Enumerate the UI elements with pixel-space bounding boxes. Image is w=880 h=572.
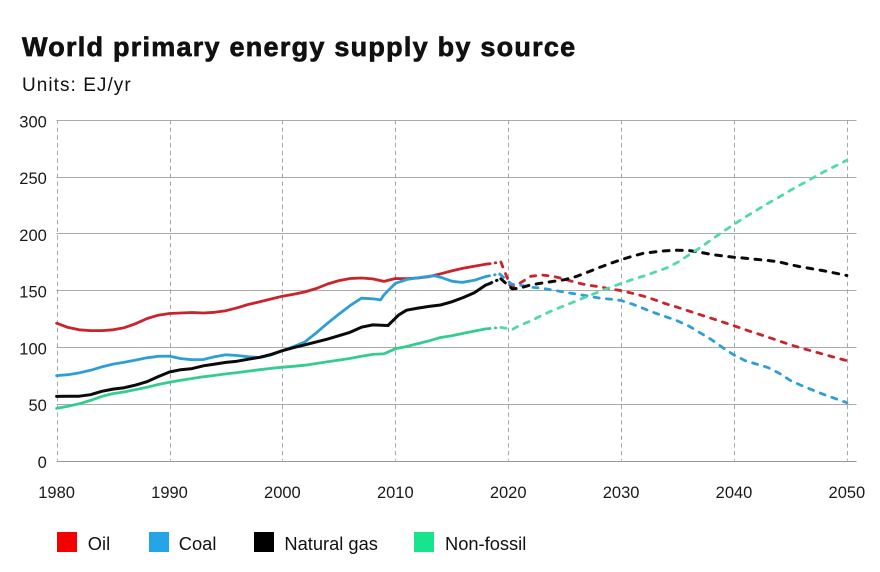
svg-text:250: 250 (19, 170, 47, 188)
svg-text:2030: 2030 (603, 484, 640, 502)
svg-text:200: 200 (19, 227, 47, 245)
svg-text:1980: 1980 (38, 484, 75, 502)
svg-text:300: 300 (19, 113, 47, 131)
svg-text:2040: 2040 (716, 484, 753, 502)
svg-text:2010: 2010 (377, 484, 414, 502)
svg-text:2000: 2000 (264, 484, 301, 502)
svg-text:0: 0 (38, 454, 47, 472)
svg-text:1990: 1990 (151, 484, 188, 502)
svg-text:50: 50 (28, 397, 46, 415)
svg-text:2050: 2050 (829, 484, 866, 502)
svg-text:150: 150 (19, 284, 47, 302)
svg-text:2020: 2020 (490, 484, 527, 502)
svg-text:100: 100 (19, 340, 47, 358)
